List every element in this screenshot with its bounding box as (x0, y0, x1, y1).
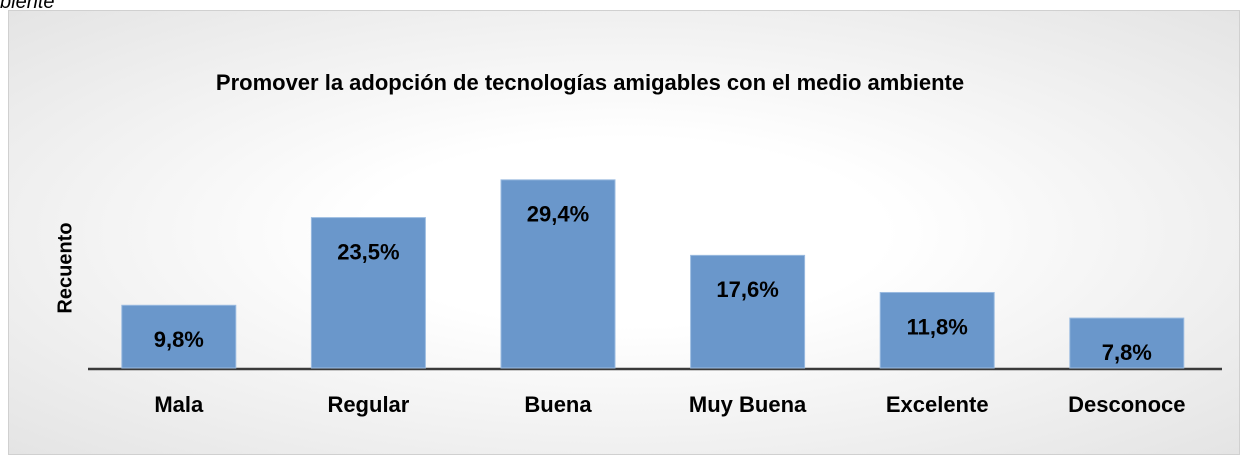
chart-area (8, 10, 1240, 455)
x-tick-label: Buena (524, 392, 592, 417)
data-label: 7,8% (1102, 340, 1152, 365)
data-label: 29,4% (527, 202, 589, 227)
x-tick-label: Excelente (886, 392, 989, 417)
chart-title: Promover la adopción de tecnologías amig… (215, 70, 965, 95)
caption: biente (0, 0, 55, 13)
x-tick-label: Muy Buena (689, 392, 807, 417)
bar (690, 254, 806, 369)
bar (121, 304, 237, 369)
x-tick-label: Regular (327, 392, 409, 417)
y-axis-label: Recuento (54, 222, 76, 313)
bar (500, 179, 616, 369)
x-tick-label: Mala (154, 392, 204, 417)
bar (879, 291, 995, 369)
data-label: 9,8% (154, 327, 204, 352)
data-label: 11,8% (907, 314, 968, 339)
data-label: 23,5% (337, 239, 399, 264)
bar (310, 217, 426, 369)
bar (1069, 317, 1185, 369)
x-tick-label: Desconoce (1068, 392, 1185, 417)
data-label: 17,6% (716, 277, 778, 302)
